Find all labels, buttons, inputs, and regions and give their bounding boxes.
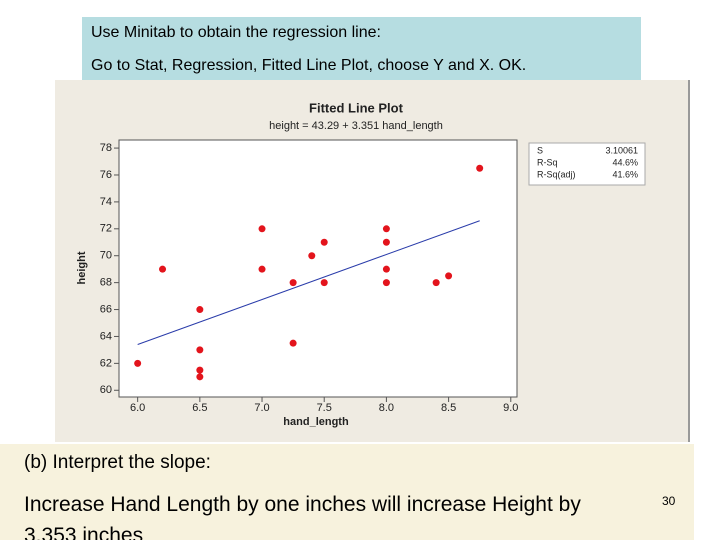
y-tick-label: 62 xyxy=(100,357,112,369)
answer-continued: 3.353 inches xyxy=(24,524,144,540)
plot-area xyxy=(118,139,518,398)
point xyxy=(382,265,390,273)
point xyxy=(432,279,440,287)
point xyxy=(476,164,484,172)
y-tick-label: 78 xyxy=(100,142,112,154)
stat-label: R-Sq(adj) xyxy=(537,169,576,179)
point xyxy=(196,346,204,354)
answer-box: (b) Interpret the slope: Increase Hand L… xyxy=(0,444,694,540)
point xyxy=(289,279,297,287)
point xyxy=(196,306,204,314)
point xyxy=(258,225,266,233)
stat-value: 3.10061 xyxy=(605,145,638,155)
point xyxy=(308,252,316,260)
x-tick-label: 6.0 xyxy=(130,402,145,414)
stat-value: 41.6% xyxy=(612,169,638,179)
y-tick-label: 64 xyxy=(100,330,112,342)
point xyxy=(196,366,204,374)
point xyxy=(258,265,266,273)
point xyxy=(320,279,328,287)
instruction-box: Use Minitab to obtain the regression lin… xyxy=(82,17,641,80)
answer: Increase Hand Length by one inches will … xyxy=(24,493,581,516)
instruction-text: Go to Stat, Regression, Fitted Line Plot… xyxy=(91,57,527,74)
y-tick-label: 60 xyxy=(100,384,112,396)
x-tick-label: 7.0 xyxy=(254,402,269,414)
y-tick-label: 68 xyxy=(100,277,112,289)
y-axis-label: height xyxy=(76,251,88,284)
y-tick-label: 72 xyxy=(100,223,112,235)
x-axis-label: hand_length xyxy=(283,416,349,428)
point xyxy=(382,225,390,233)
y-tick-label: 70 xyxy=(100,250,112,262)
point xyxy=(289,339,297,347)
y-tick-label: 66 xyxy=(100,303,112,315)
stat-label: R-Sq xyxy=(537,157,558,167)
stat-value: 44.6% xyxy=(612,157,638,167)
point xyxy=(445,272,453,280)
x-tick-label: 9.0 xyxy=(503,402,518,414)
point xyxy=(159,265,167,273)
point xyxy=(134,359,142,367)
stat-label: S xyxy=(537,145,543,155)
y-tick-label: 76 xyxy=(100,169,112,181)
point xyxy=(382,279,390,287)
point xyxy=(382,238,390,246)
chart-subtitle: height = 43.29 + 3.351 hand_length xyxy=(269,120,443,132)
fit-line xyxy=(137,220,480,345)
x-tick-label: 8.0 xyxy=(379,402,394,414)
x-tick-label: 7.5 xyxy=(317,402,332,414)
chart-title: Fitted Line Plot xyxy=(309,100,404,115)
instruction-text: Use Minitab to obtain the regression lin… xyxy=(91,24,381,41)
y-tick-label: 74 xyxy=(100,196,112,208)
stats-box xyxy=(528,142,646,186)
x-tick-label: 8.5 xyxy=(441,402,456,414)
point xyxy=(320,238,328,246)
question: (b) Interpret the slope: xyxy=(24,452,211,473)
x-tick-label: 6.5 xyxy=(192,402,207,414)
point xyxy=(196,373,204,381)
slide-number: 30 xyxy=(662,494,676,508)
